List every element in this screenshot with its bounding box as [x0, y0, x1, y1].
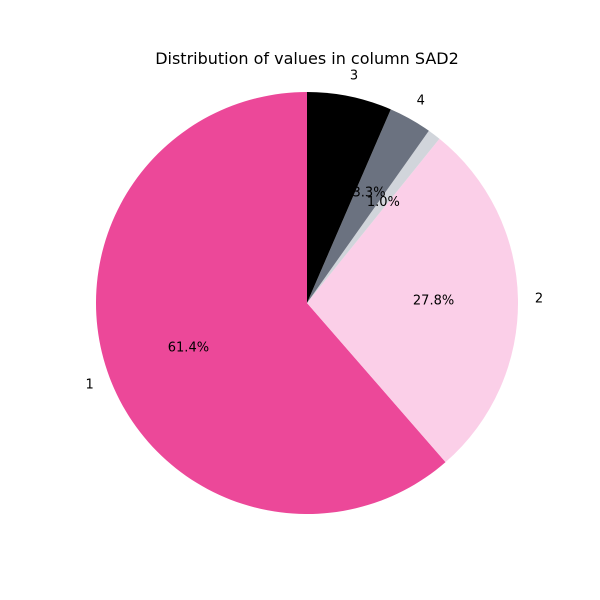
slice-percent-3: 1.0%	[367, 195, 400, 210]
pie-slice-1	[95, 92, 446, 514]
pie-slice-2	[307, 138, 518, 463]
slice-percent-2: 27.8%	[413, 294, 454, 309]
pie-slices	[95, 92, 518, 514]
slice-percent-1: 61.4%	[168, 340, 209, 355]
pie-labels: 1 61.4% 2 27.8% 1.0% 4 3.3% 3	[85, 69, 543, 393]
slice-label-2: 2	[535, 292, 543, 307]
slice-label-4: 4	[417, 94, 425, 109]
pie-slice-4	[307, 109, 429, 303]
chart-title: Distribution of values in column SAD2	[155, 49, 459, 68]
pie-slice-3	[307, 130, 440, 303]
slice-label-5: 3	[350, 69, 358, 84]
slice-label-1: 1	[85, 377, 93, 392]
slice-percent-4: 3.3%	[353, 186, 386, 201]
pie-slice-5	[307, 92, 391, 303]
